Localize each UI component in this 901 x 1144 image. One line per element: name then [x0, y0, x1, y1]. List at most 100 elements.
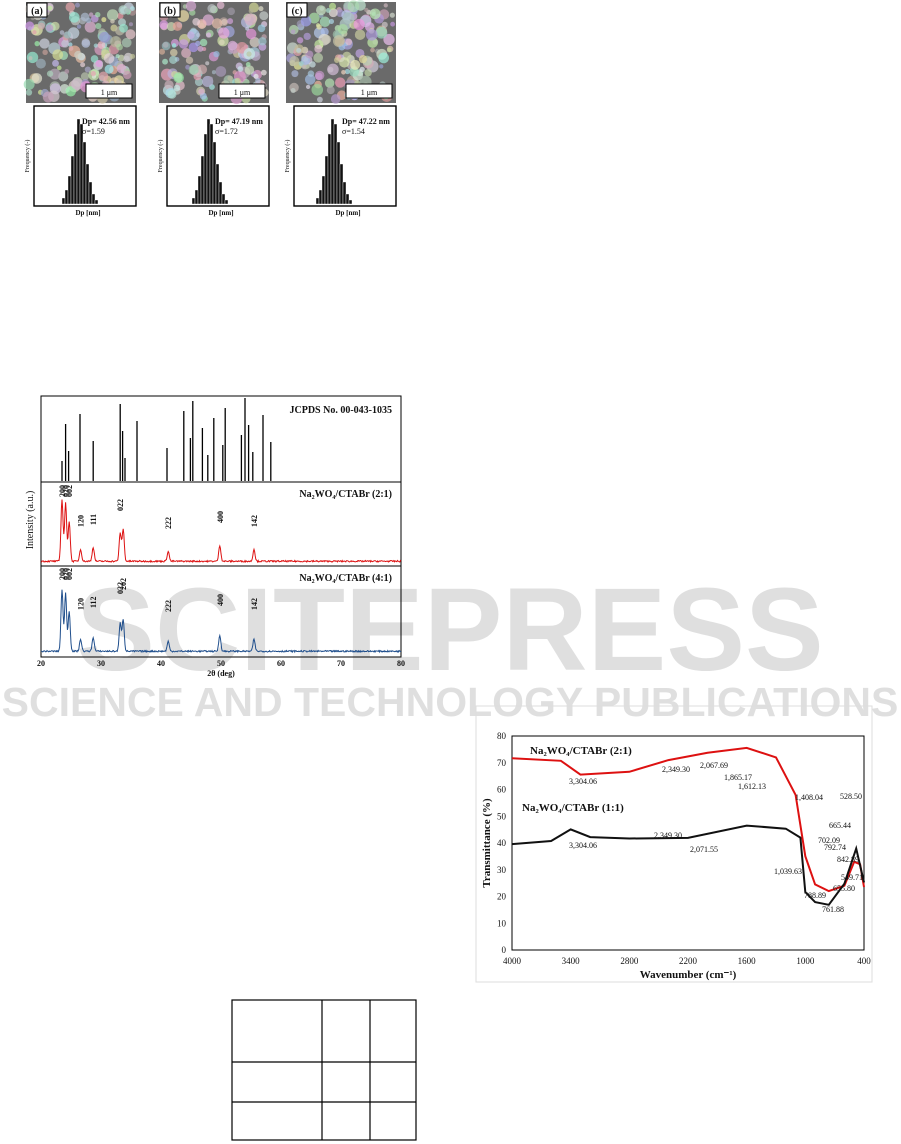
- grain: [74, 2, 80, 8]
- grain: [321, 34, 332, 45]
- grain: [234, 77, 241, 85]
- peak-label: 400: [216, 594, 225, 606]
- grain: [52, 59, 59, 67]
- x-tick-label: 70: [337, 659, 345, 668]
- scale-label: 1 μm: [101, 88, 118, 97]
- grain: [169, 55, 178, 65]
- grain: [31, 73, 43, 84]
- grain: [185, 0, 197, 12]
- ftir-curve: [511, 824, 865, 906]
- peak-label: 1,408.04: [795, 793, 823, 802]
- grain: [244, 13, 257, 26]
- grain: [116, 63, 127, 74]
- grain: [227, 75, 233, 81]
- grain: [347, 0, 360, 13]
- dp-label: Dp= 47.22 nm: [342, 117, 390, 126]
- histogram-bar: [203, 133, 208, 205]
- grain: [88, 12, 94, 17]
- dp-label: Dp= 47.19 nm: [215, 117, 263, 126]
- x-tick-label: 2200: [679, 956, 698, 966]
- xrd-curve: [40, 589, 401, 654]
- grain: [317, 96, 323, 103]
- grain: [173, 72, 184, 83]
- grain: [25, 89, 33, 96]
- grain: [378, 52, 390, 64]
- grain: [314, 44, 323, 53]
- grain: [80, 72, 90, 81]
- grain: [342, 12, 355, 24]
- grain: [257, 24, 266, 33]
- grain: [334, 77, 346, 88]
- y-tick-label: 50: [497, 811, 507, 821]
- histogram-bar: [221, 193, 226, 205]
- grain: [314, 70, 325, 81]
- grain: [68, 12, 80, 23]
- grain: [308, 12, 320, 24]
- grain: [123, 55, 130, 63]
- panel-label: (a): [31, 6, 43, 17]
- ftir-figure: 0 10 20 30 40 50 60 70 80 4000 3400 2800 2200 1600 100…: [475, 705, 873, 983]
- y-axis-label: Transmittance (%): [481, 798, 493, 888]
- y-tick-label: 40: [497, 838, 507, 848]
- peak-label: 528.50: [840, 792, 862, 801]
- grain: [186, 31, 195, 40]
- grain: [80, 12, 90, 22]
- grain: [192, 17, 201, 26]
- grain: [296, 47, 302, 53]
- x-tick-label: 30: [97, 659, 105, 668]
- peak-label: 120: [77, 598, 86, 610]
- grain: [324, 78, 335, 88]
- panel-label-box: [159, 2, 181, 18]
- grain: [121, 37, 132, 48]
- histogram-bar: [330, 118, 335, 205]
- histogram-bar: [91, 193, 96, 205]
- histogram-bar: [339, 163, 344, 205]
- dp-label: Dp= 42.56 nm: [82, 117, 130, 126]
- grain: [71, 78, 84, 91]
- grain: [307, 70, 315, 77]
- grain: [52, 49, 64, 61]
- peak-label: 222: [164, 517, 173, 529]
- x-tick-label: 1000: [796, 956, 815, 966]
- histogram-bar: [94, 199, 99, 205]
- y-tick-label: 20: [497, 892, 507, 902]
- grain: [245, 26, 250, 31]
- grain: [258, 37, 267, 46]
- grain: [199, 38, 208, 47]
- grain: [32, 30, 37, 35]
- grain: [159, 20, 169, 30]
- grain: [350, 59, 361, 70]
- grain: [173, 84, 181, 92]
- histogram-bar: [318, 189, 323, 205]
- grain: [93, 43, 98, 48]
- x-tick-label: 1600: [738, 956, 757, 966]
- grain: [68, 46, 74, 51]
- watermark-subtitle: SCIENCE AND TECHNOLOGY PUBLICATIONS: [2, 679, 899, 725]
- grain: [213, 50, 220, 58]
- grain: [341, 69, 346, 75]
- grain: [28, 56, 33, 61]
- peak-label: 2,071.55: [690, 845, 718, 854]
- grain: [65, 2, 76, 12]
- grain: [218, 27, 230, 39]
- peak-label: 202: [119, 578, 128, 590]
- grain: [130, 6, 135, 11]
- sigma-label: σ=1.72: [215, 127, 238, 136]
- y-tick-label: 80: [497, 731, 507, 741]
- grain: [309, 61, 316, 68]
- panel-label: (b): [164, 6, 176, 17]
- grain: [383, 33, 395, 46]
- grain: [46, 70, 54, 77]
- grain: [364, 7, 369, 13]
- scale-label: 1 μm: [234, 88, 251, 97]
- grain: [95, 22, 102, 30]
- scale-box: [85, 83, 133, 99]
- histogram-bar: [76, 118, 81, 205]
- peak-label: 020: [62, 568, 71, 580]
- reference-label: JCPDS No. 00-043-1035: [290, 405, 393, 416]
- ftir-curve: [511, 746, 865, 893]
- grain: [296, 37, 304, 44]
- grain: [354, 29, 366, 40]
- peak-label: 842.89: [837, 855, 859, 864]
- y-axis-label: Frequency (-): [157, 140, 164, 173]
